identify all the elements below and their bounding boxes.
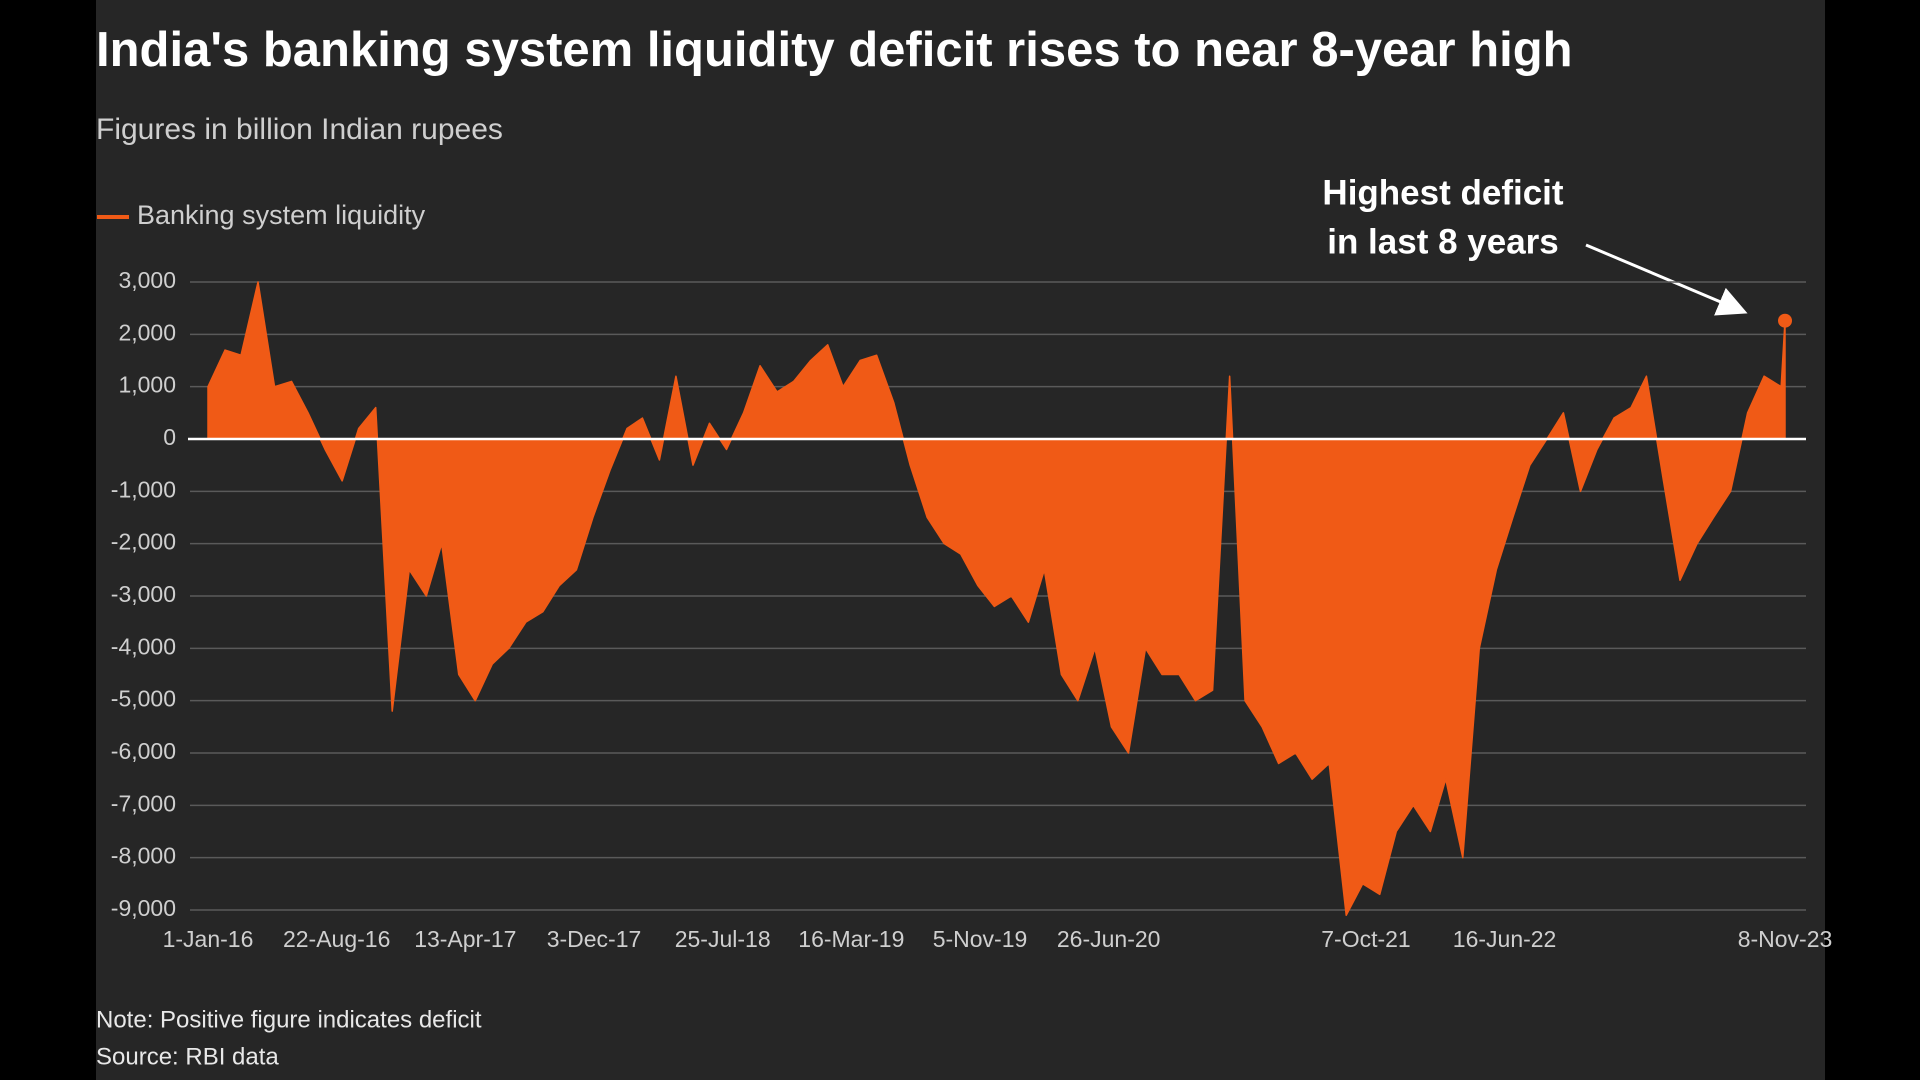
area	[207, 281, 1786, 916]
y-tick-label: 0	[163, 424, 176, 450]
annotation-arrow	[1585, 243, 1748, 316]
source: Source: RBI data	[96, 1043, 279, 1070]
x-tick-label: 8-Nov-23	[1738, 926, 1833, 952]
annotation: in last 8 years	[1327, 222, 1559, 261]
x-tick-label: 25-Jul-18	[675, 926, 771, 952]
annotation: Highest deficit	[1322, 173, 1563, 212]
x-tick-label: 26-Jun-20	[1057, 926, 1161, 952]
x-tick-label: 3-Dec-17	[547, 926, 642, 952]
y-tick-label: -3,000	[111, 581, 176, 607]
y-tick-label: 3,000	[118, 267, 176, 293]
x-tick-label: 16-Jun-22	[1453, 926, 1557, 952]
x-tick-label: 22-Aug-16	[283, 926, 390, 952]
x-tick-label: 5-Nov-19	[933, 926, 1028, 952]
y-tick-label: -9,000	[111, 895, 176, 921]
x-tick-label: 16-Mar-19	[798, 926, 904, 952]
x-tick-label: 1-Jan-16	[163, 926, 254, 952]
y-tick-label: -1,000	[111, 476, 176, 502]
y-tick-label: 2,000	[118, 319, 176, 345]
note: Note: Positive figure indicates deficit	[96, 1006, 482, 1033]
x-tick-label: 13-Apr-17	[414, 926, 516, 952]
y-tick-label: -6,000	[111, 738, 176, 764]
y-tick-label: -5,000	[111, 686, 176, 712]
x-tick-label: 7-Oct-21	[1321, 926, 1410, 952]
y-tick-label: 1,000	[118, 372, 176, 398]
chart-subtitle: Figures in billion Indian rupees	[96, 113, 503, 146]
chart-title: India's banking system liquidity deficit…	[96, 23, 1573, 77]
y-tick-label: -7,000	[111, 790, 176, 816]
y-tick-label: -8,000	[111, 843, 176, 869]
legend-label: Banking system liquidity	[137, 200, 426, 230]
y-tick-label: -2,000	[111, 529, 176, 555]
y-tick-label: -4,000	[111, 633, 176, 659]
end-point	[1778, 313, 1792, 328]
